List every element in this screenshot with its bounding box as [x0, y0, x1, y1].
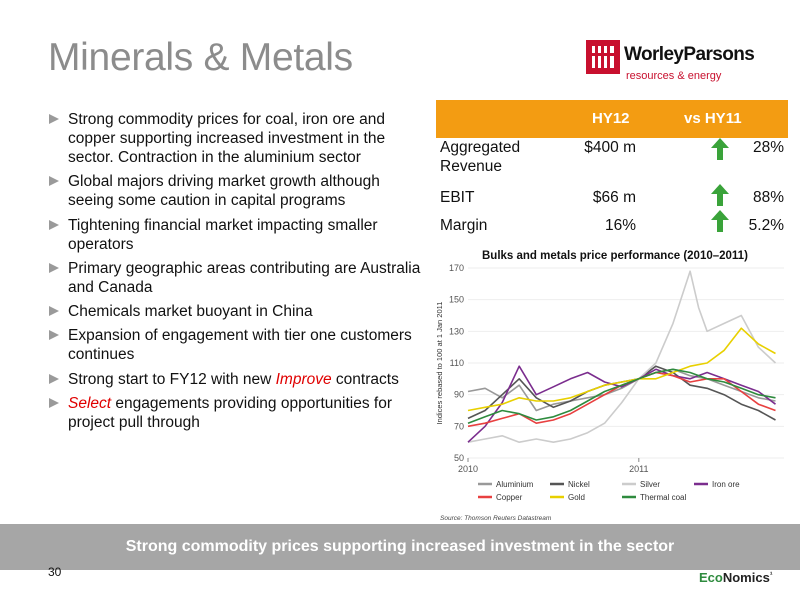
highlight-improve: Improve: [275, 370, 332, 388]
bullet-item: Primary geographic areas contributing ar…: [48, 259, 428, 297]
bullet-arrow-icon: [49, 306, 59, 317]
bullet-arrow-icon: [49, 330, 59, 341]
bullet-arrow-icon: [49, 114, 59, 124]
y-tick-label: 130: [449, 326, 464, 336]
series-line-nickel: [467, 365, 776, 421]
slide-title: Minerals & Metals: [48, 36, 353, 79]
chart-source: Source: Thomson Reuters Datastream: [440, 515, 552, 522]
x-tick-label: 2011: [629, 464, 648, 474]
series-line-aluminium: [467, 368, 776, 412]
bullet-item: Select engagements providing opportuniti…: [48, 394, 428, 432]
financial-summary-table: HY12 vs HY11 Aggregated Revenue $400 m 2…: [436, 100, 788, 242]
series-line-iron-ore: [467, 365, 776, 443]
worleyparsons-logo: WorleyParsons resources & energy: [586, 40, 786, 84]
up-arrow-icon: [711, 210, 729, 232]
table-row: Margin 16% 5.2%: [436, 210, 788, 242]
bullet-arrow-icon: [49, 219, 59, 230]
series-line-gold: [467, 327, 776, 412]
bullet-arrow-icon: [49, 398, 59, 409]
series-line-thermal-coal: [467, 368, 776, 424]
bullet-arrow-icon: [49, 176, 59, 187]
bullet-item: Strong commodity prices for coal, iron o…: [48, 110, 428, 167]
legend-label: Iron ore: [712, 480, 740, 489]
price-performance-chart: 50 70 90 110 130 150 170 2010 2011 Indices rebase…: [435, 263, 784, 522]
x-tick-label: 2010: [458, 464, 478, 474]
row-label: EBIT: [440, 189, 475, 206]
highlight-select: Select: [68, 395, 112, 413]
chart-title: Bulks and metals price performance (2010…: [482, 250, 748, 262]
legend-label: Copper: [496, 493, 523, 502]
legend-label: Gold: [568, 493, 585, 502]
logo-tagline: resources & energy: [626, 70, 722, 82]
row-value: $66 m: [592, 189, 636, 206]
page-number: 30: [48, 565, 62, 579]
y-tick-label: 170: [449, 263, 464, 273]
up-arrow-icon: [711, 184, 729, 206]
logo-mark-icon: [586, 40, 620, 74]
logo-name: WorleyParsons: [624, 44, 755, 65]
y-tick-label: 110: [450, 358, 464, 368]
summary-banner: Strong commodity prices supporting incre…: [0, 524, 800, 570]
row-label: Margin: [440, 217, 488, 234]
legend-label: Silver: [640, 480, 660, 489]
row-value: 16%: [604, 217, 636, 234]
legend-label: Thermal coal: [640, 493, 686, 502]
bullet-item: Global majors driving market growth alth…: [48, 172, 428, 210]
row-change: 28%: [752, 139, 784, 156]
col-header-hy12: HY12: [592, 110, 630, 127]
table-header: HY12 vs HY11: [436, 100, 788, 138]
banner-text: Strong commodity prices supporting incre…: [125, 538, 675, 555]
economics-logo: EcoNomics¹: [699, 570, 773, 585]
legend-label: Aluminium: [496, 480, 534, 489]
legend-label: Nickel: [568, 480, 590, 489]
bullet-list: Strong commodity prices for coal, iron o…: [48, 110, 428, 437]
bullet-arrow-icon: [49, 373, 59, 384]
col-header-vs-hy11: vs HY11: [684, 110, 742, 127]
y-tick-label: 150: [449, 295, 464, 305]
row-change: 88%: [752, 189, 784, 206]
bullet-item: Tightening financial market impacting sm…: [48, 216, 428, 254]
bullet-item: Chemicals market buoyant in China: [48, 302, 428, 321]
bullet-arrow-icon: [49, 262, 59, 273]
y-tick-label: 70: [454, 421, 464, 431]
table-row: EBIT $66 m 88%: [436, 184, 788, 212]
y-tick-label: 50: [454, 453, 464, 463]
up-arrow-icon: [711, 138, 729, 160]
row-label: Aggregated Revenue: [440, 139, 521, 175]
bullet-item: Strong start to FY12 with new Improve co…: [48, 370, 428, 389]
row-change: 5.2%: [748, 217, 784, 234]
table-row: Aggregated Revenue $400 m 28%: [436, 138, 788, 184]
series-line-silver: [467, 270, 777, 443]
y-tick-label: 90: [454, 390, 464, 400]
bullet-item: Expansion of engagement with tier one cu…: [48, 326, 428, 364]
y-axis-label: Indices rebased to 100 at 1 Jan 2011: [435, 302, 444, 425]
row-value: $400 m: [584, 139, 636, 156]
